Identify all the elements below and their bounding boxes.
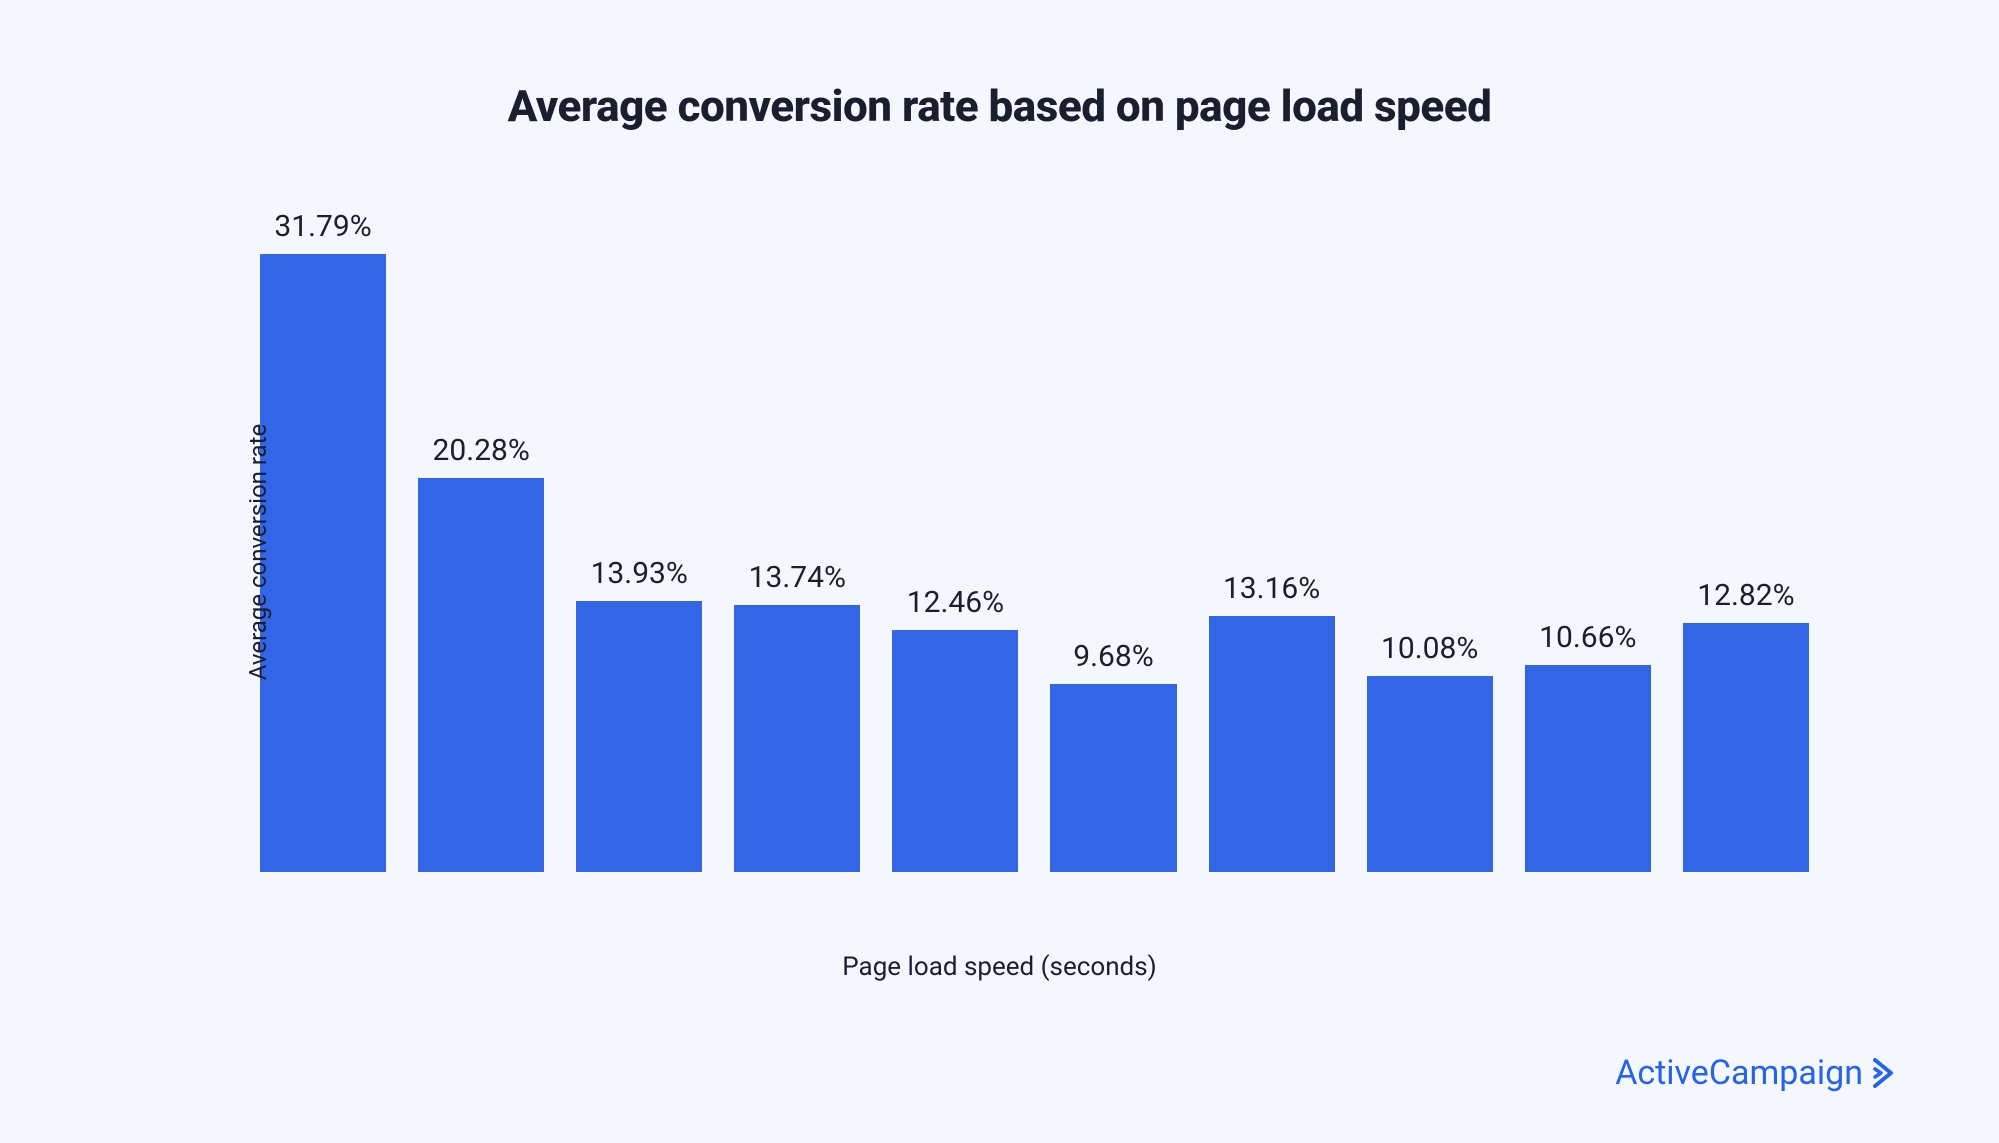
bar-value-label: 9.68% (1073, 639, 1153, 674)
bar (734, 605, 860, 872)
bar-group: 10.66% (1525, 192, 1651, 872)
bar (1683, 623, 1809, 872)
bar-group: 12.46% (892, 192, 1018, 872)
bar (1050, 684, 1176, 872)
bar-group: 10.08% (1367, 192, 1493, 872)
bar-value-label: 20.28% (432, 433, 529, 468)
bar (260, 254, 386, 872)
chart-card: Average conversion rate based on page lo… (0, 0, 1999, 1143)
bar-value-label: 13.74% (749, 560, 846, 595)
bar (576, 601, 702, 872)
bar-group: 9.68% (1050, 192, 1176, 872)
bar (1525, 665, 1651, 872)
bar (418, 478, 544, 872)
bar-value-label: 10.66% (1539, 620, 1636, 655)
bar (1209, 616, 1335, 872)
brand-logo: ActiveCampaign (1615, 1053, 1899, 1093)
bar-value-label: 10.08% (1381, 631, 1478, 666)
bar-value-label: 12.46% (907, 585, 1004, 620)
brand-name: ActiveCampaign (1615, 1053, 1863, 1093)
bar-group: 13.16% (1209, 192, 1335, 872)
bar-value-label: 13.16% (1223, 571, 1320, 606)
bar-group: 13.93% (576, 192, 702, 872)
bar-group: 31.79% (260, 192, 386, 872)
chart-area: Average conversion rate 31.79% 20.28% 13.9… (220, 192, 1849, 912)
bar-group: 12.82% (1683, 192, 1809, 872)
bar (892, 630, 1018, 872)
bar-value-label: 12.82% (1697, 578, 1794, 613)
chart-title: Average conversion rate based on page lo… (100, 80, 1899, 132)
y-axis-label: Average conversion rate (244, 424, 272, 680)
bar-value-label: 31.79% (274, 209, 371, 244)
bar-value-label: 13.93% (591, 556, 688, 591)
bars-container: 31.79% 20.28% 13.93% 13.74% 12.46% 9.68% 13.16… (220, 192, 1849, 872)
bar-group: 13.74% (734, 192, 860, 872)
bar-group: 20.28% (418, 192, 544, 872)
x-axis-label: Page load speed (seconds) (100, 952, 1899, 982)
chevron-right-icon (1873, 1058, 1899, 1088)
bar (1367, 676, 1493, 872)
